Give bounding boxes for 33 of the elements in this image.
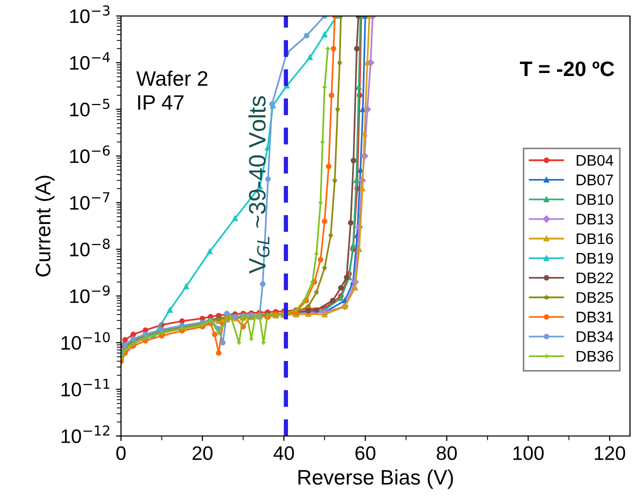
x-tick-label: 80 — [436, 446, 457, 460]
y-axis-title: Current (A) — [35, 176, 55, 276]
legend-label: DB04 — [576, 154, 614, 166]
x-tick-label: 60 — [355, 446, 376, 460]
y-tick-label: 10$^{−11}$ — [62, 378, 110, 396]
legend-label: DB34 — [576, 331, 614, 342]
y-tick-label: 10$^{−3}$ — [70, 5, 110, 24]
legend-label: DB19 — [576, 252, 613, 264]
ref-line-label: V$_{GL}$ ~39-40 Volts — [248, 96, 270, 274]
legend-label: DB36 — [576, 350, 614, 362]
y-tick-label: 10$^{−8}$ — [70, 238, 110, 256]
y-tick-label: 10$^{−5}$ — [70, 98, 110, 116]
legend-label: DB25 — [576, 292, 614, 303]
annotation: Wafer 2 IP 47 — [136, 70, 208, 110]
legend-label: DB16 — [576, 233, 614, 244]
legend-label: DB22 — [576, 272, 613, 284]
legend-label: DB10 — [576, 194, 614, 205]
x-tick-label: 20 — [192, 446, 212, 460]
y-tick-label: 10$^{−12}$ — [62, 425, 110, 444]
x-tick-label: 100 — [513, 446, 544, 460]
x-tick-label: 0 — [116, 446, 126, 460]
legend-label: DB31 — [576, 312, 613, 322]
legend-label: DB13 — [576, 214, 614, 225]
x-tick-label: 40 — [274, 446, 294, 460]
legend-label: DB07 — [576, 174, 613, 186]
x-axis-title: Reverse Bias (V) — [298, 469, 453, 489]
annotation: T = -20 ºC — [520, 61, 614, 76]
y-tick-label: 10$^{−6}$ — [70, 145, 110, 164]
x-tick-label: 120 — [594, 446, 626, 460]
y-tick-label: 10$^{−9}$ — [70, 285, 110, 304]
y-tick-label: 10$^{−7}$ — [70, 192, 110, 210]
y-tick-label: 10$^{−4}$ — [70, 52, 110, 70]
y-tick-label: 10$^{−10}$ — [62, 332, 110, 350]
